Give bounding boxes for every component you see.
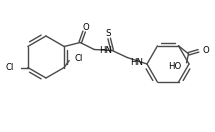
Text: S: S — [105, 29, 111, 38]
Text: HN: HN — [99, 46, 112, 55]
Text: O: O — [203, 46, 209, 55]
Text: HO: HO — [168, 62, 181, 71]
Text: O: O — [83, 23, 90, 32]
Text: Cl: Cl — [5, 63, 14, 72]
Text: HN: HN — [130, 58, 143, 67]
Text: Cl: Cl — [74, 54, 83, 63]
